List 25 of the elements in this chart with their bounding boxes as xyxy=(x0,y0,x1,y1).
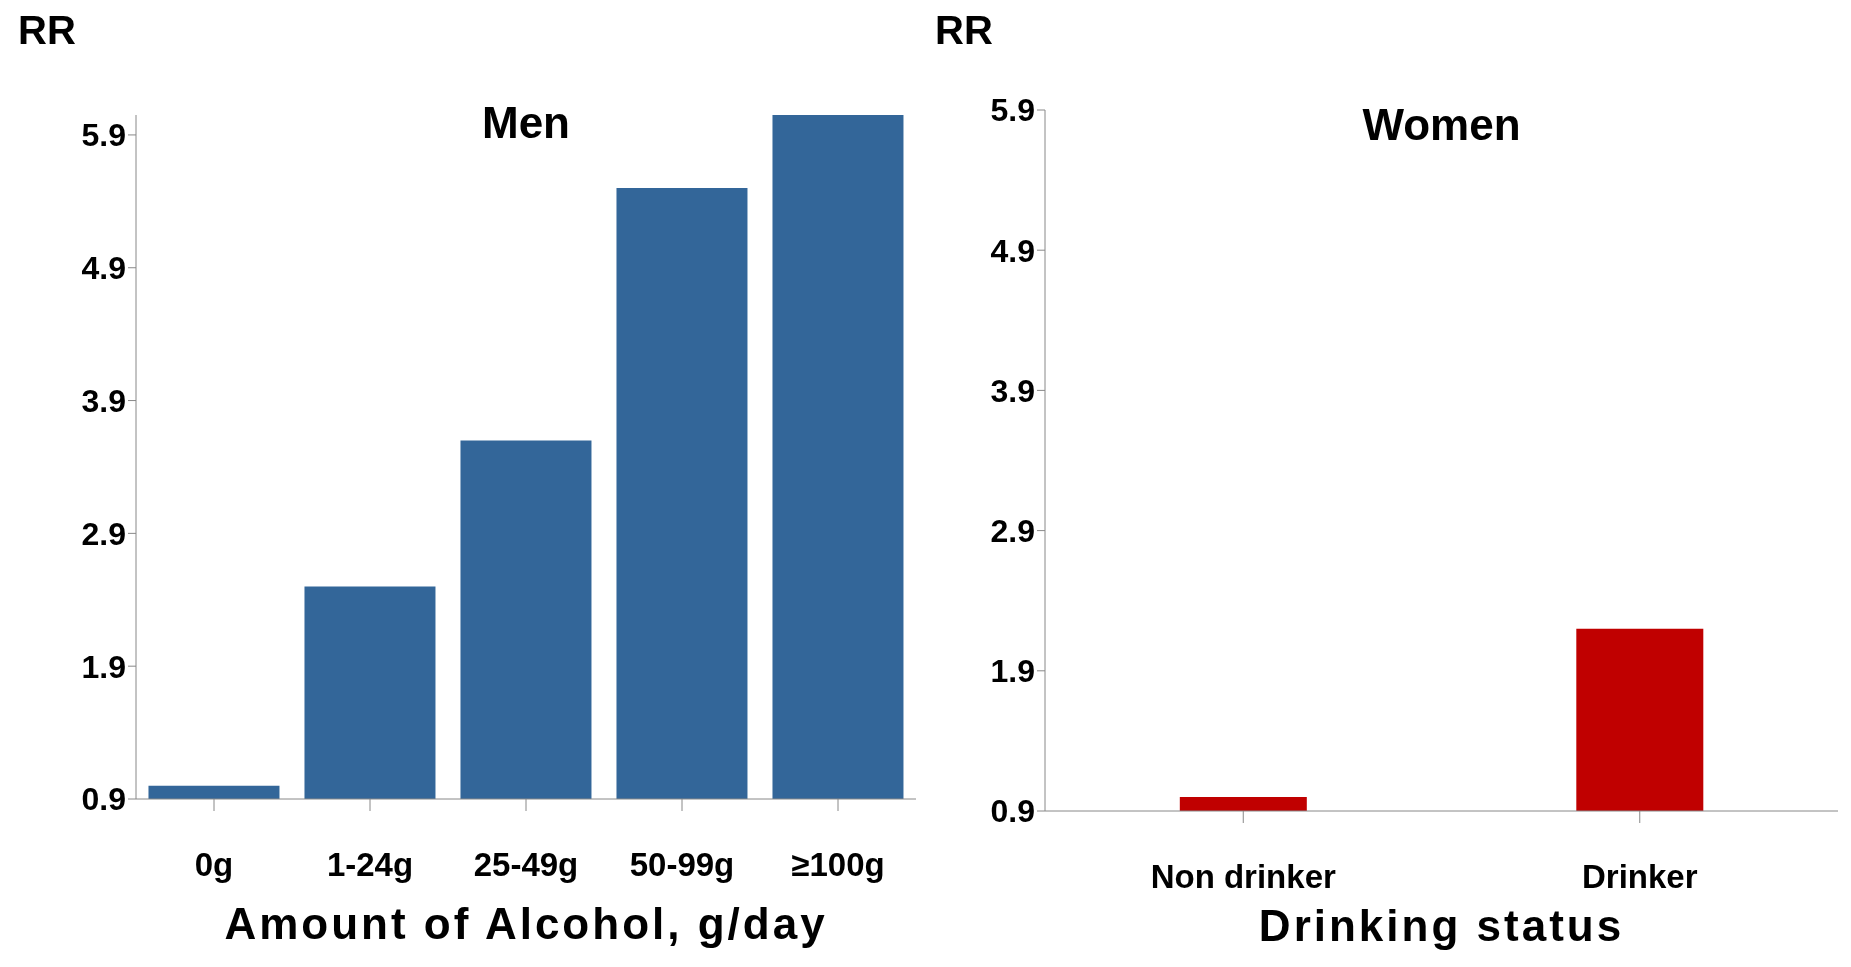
y-tick-label: 4.9 xyxy=(81,250,126,287)
y-tick-label: 2.9 xyxy=(81,515,126,552)
x-axis-title: Drinking status xyxy=(1258,901,1625,950)
y-tick-label: 0.9 xyxy=(81,781,126,818)
x-tick-label: ≥100g xyxy=(791,846,885,884)
y-tick-label: 1.9 xyxy=(990,653,1035,690)
y-axis-title: RR xyxy=(935,8,993,53)
x-tick-label: Non drinker xyxy=(1150,858,1336,896)
x-tick-label: 0g xyxy=(194,846,234,884)
y-tick-label: 2.9 xyxy=(990,512,1035,549)
y-tick-label: 0.9 xyxy=(990,793,1035,830)
y-tick-label: 3.9 xyxy=(81,382,126,419)
chart-title: Women xyxy=(1361,100,1522,150)
y-tick-label: 1.9 xyxy=(81,648,126,685)
y-tick-label: 5.9 xyxy=(81,117,126,154)
y-tick-label: 5.9 xyxy=(990,92,1035,129)
y-tick-label: 3.9 xyxy=(990,372,1035,409)
x-tick-label: 25-49g xyxy=(473,846,579,884)
x-axis-title: Amount of Alcohol, g/day xyxy=(224,899,828,948)
chart-title: Men xyxy=(481,98,571,148)
x-tick-label: 50-99g xyxy=(629,846,735,884)
y-tick-label: 4.9 xyxy=(990,232,1035,269)
y-axis-title: RR xyxy=(18,8,76,53)
x-tick-label: Drinker xyxy=(1581,858,1698,896)
x-tick-label: 1-24g xyxy=(326,846,414,884)
